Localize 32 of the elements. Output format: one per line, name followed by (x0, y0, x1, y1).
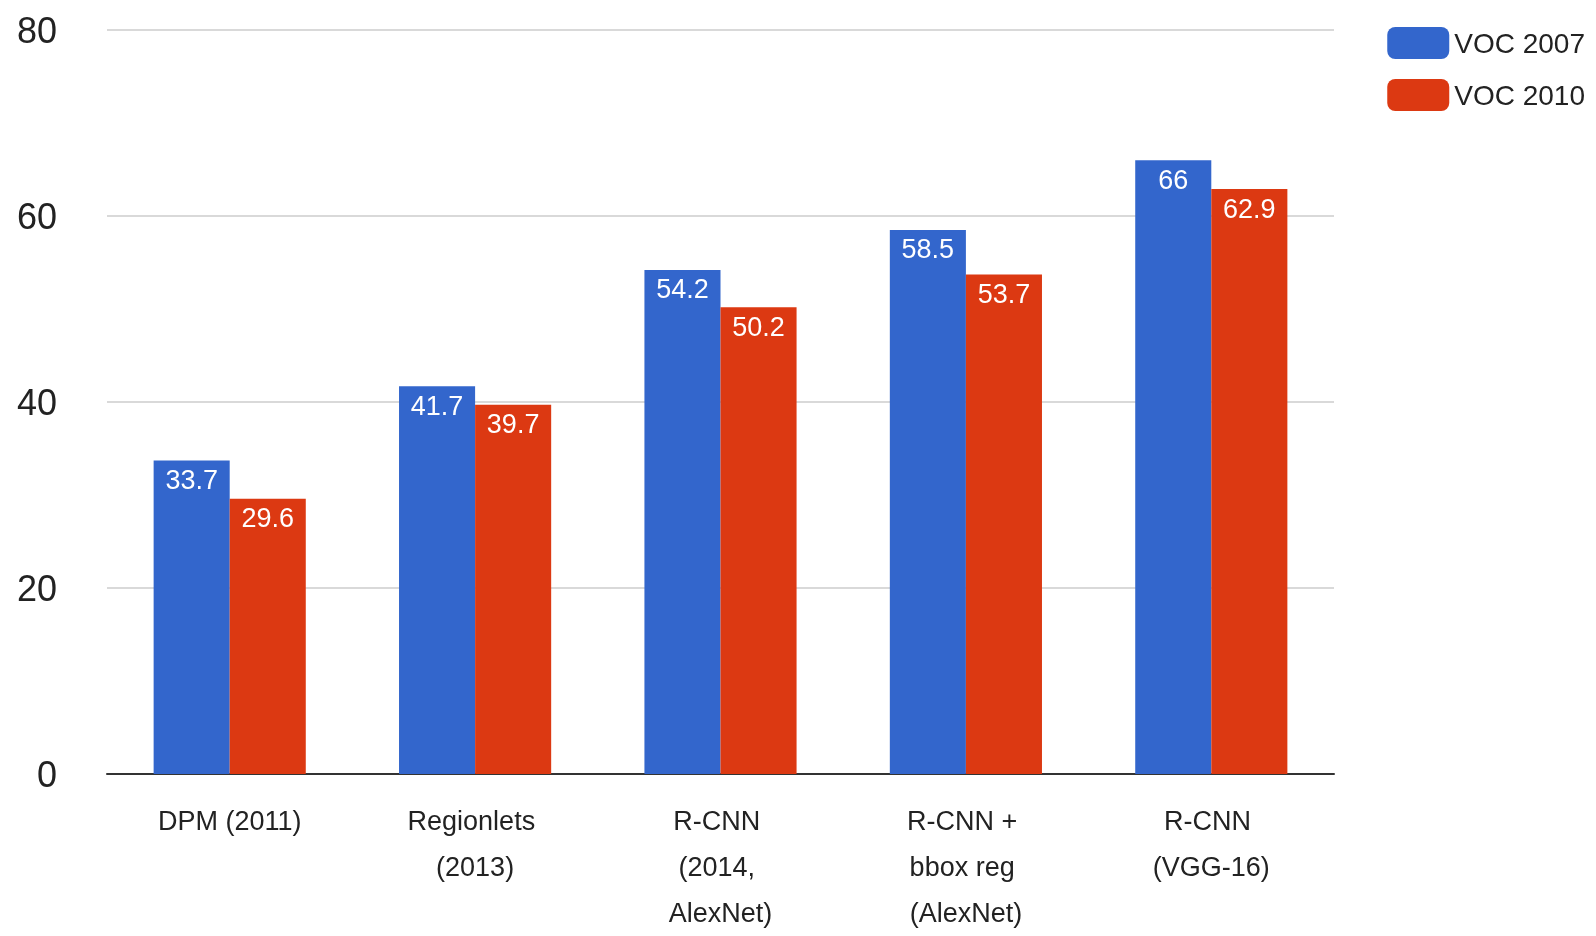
data-label: 29.6 (241, 503, 295, 534)
bar (399, 386, 476, 774)
bar (720, 307, 797, 774)
data-label: 41.7 (410, 390, 464, 421)
x-tick-label: Regionlets (2013) (407, 806, 543, 882)
data-label: 54.2 (656, 274, 709, 305)
y-tick-label: 60 (16, 195, 57, 237)
bar (229, 498, 306, 774)
data-label: 33.7 (165, 465, 218, 496)
y-tick-label: 0 (36, 753, 57, 795)
bar (1211, 189, 1288, 774)
y-tick-label: 20 (16, 567, 57, 609)
data-label: 53.7 (977, 279, 1031, 310)
data-label: 39.7 (486, 409, 540, 440)
bar (475, 404, 552, 774)
x-tick-label: R-CNN + bbox reg (AlexNet) (907, 806, 1025, 928)
data-label: 66 (1158, 164, 1189, 195)
bar (1135, 160, 1212, 774)
legend-label: VOC 2007 (1454, 27, 1586, 59)
x-tick-label: R-CNN (2014, AlexNet) (668, 806, 773, 928)
data-label: 50.2 (732, 311, 785, 342)
bar (153, 460, 230, 774)
bar (889, 229, 966, 774)
y-tick-label: 40 (16, 381, 57, 423)
bar (965, 274, 1042, 774)
x-tick-label: DPM (2011) (157, 806, 302, 836)
x-tick-label: R-CNN (VGG-16) (1152, 806, 1270, 882)
data-label: 62.9 (1223, 193, 1276, 224)
bar (644, 269, 721, 774)
data-label: 58.5 (901, 234, 955, 265)
legend-label: VOC 2010 (1454, 79, 1586, 111)
y-tick-label: 80 (16, 9, 57, 51)
